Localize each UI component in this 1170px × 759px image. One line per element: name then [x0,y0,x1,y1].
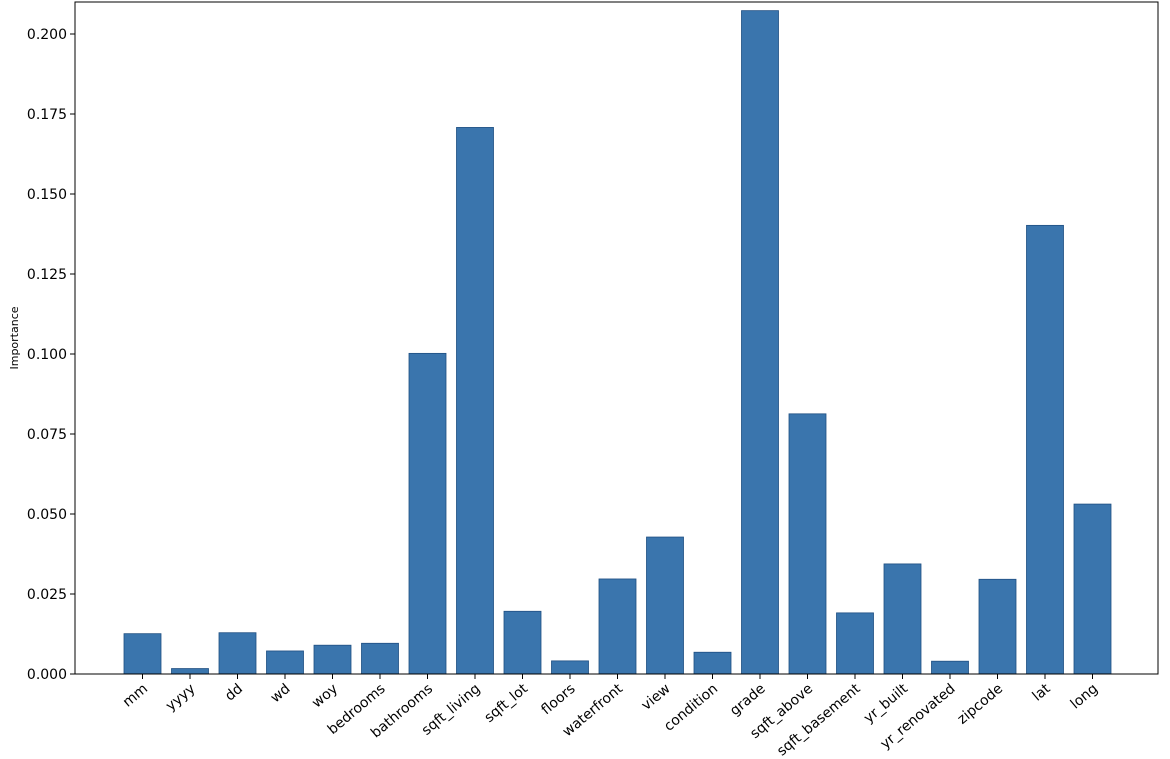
x-tick-label: yyyy [163,681,199,715]
bar-sqft_above [788,413,827,675]
x-tick-label: long [1068,681,1101,713]
x-tick-label: condition [661,681,721,735]
bar-zipcode [978,578,1017,675]
y-tick-label: 0.050 [27,507,67,523]
y-tick-label: 0.025 [27,587,67,603]
x-tick-label: floors [538,681,578,718]
y-tick-label: 0.175 [27,107,67,123]
y-tick-label: 0.100 [27,347,67,363]
bars-group [123,10,1112,675]
bar-yr_renovated [931,660,969,675]
x-tick-label: sqft_lot [481,680,531,726]
bar-sqft_lot [503,610,542,675]
y-tick-label: 0.000 [27,667,67,683]
bar-mm [123,633,162,675]
x-tick-label: lat [1030,680,1054,704]
x-axis: mm yyyy dd wd woybedroomsbathroomssqft_livin… [120,674,1101,759]
y-axis-label: Importance [8,306,21,369]
plot-frame [74,1,1159,675]
x-tick-label: woy [309,681,341,711]
x-tick-label: wd [268,681,294,706]
bar-sqft_basement [836,612,874,675]
bar-bedrooms [361,642,399,675]
x-tick-label: zipcode [955,681,1007,728]
bar-sqft_living [456,127,494,675]
bar-view [646,536,684,675]
bar-waterfront [598,578,637,675]
bar-condition [693,651,732,675]
x-tick-label: dd [222,681,246,705]
y-tick-label: 0.125 [27,267,67,283]
bar-grade [741,10,779,675]
y-tick-label: 0.150 [27,187,67,203]
y-tick-label: 0.075 [27,427,67,443]
bar-yyyy [171,668,209,675]
bar-bathrooms [408,352,447,675]
bar-woy [313,644,352,675]
bar-wd [266,650,304,675]
x-tick-label: sqft_basement [774,680,864,759]
bar-dd [218,632,257,675]
x-tick-label: grade [727,681,768,719]
y-tick-label: 0.200 [27,27,67,43]
bar-long [1073,503,1112,675]
bar-yr_built [883,563,922,675]
bar-floors [551,660,589,675]
bar-lat [1026,224,1064,675]
y-axis: 0.000 0.025 0.050 0.075 0.100 0.125 0.150 0.175… [27,27,75,683]
x-tick-label: mm [120,681,151,711]
x-tick-label: view [639,681,674,714]
